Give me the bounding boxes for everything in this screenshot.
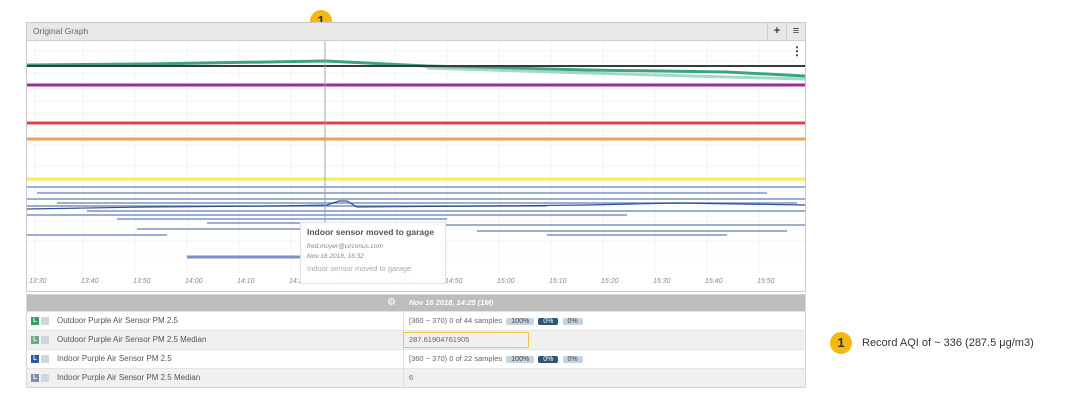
legend-row[interactable]: L Outdoor Purple Air Sensor PM 2.5 [360 … <box>27 311 805 330</box>
legend-series-name: Outdoor Purple Air Sensor PM 2.5 <box>57 316 178 325</box>
legend-series-value: [360 ~ 370) 0 of 22 samples 100% 0% 0% <box>409 354 583 363</box>
line-type-icon[interactable]: L <box>31 355 39 363</box>
x-tick-label: 15:40 <box>705 278 723 285</box>
toggle-icon[interactable] <box>41 336 49 344</box>
x-tick-label: 14:10 <box>237 278 255 285</box>
x-tick-label: 14:50 <box>445 278 463 285</box>
toggle-icon[interactable] <box>41 374 49 382</box>
legend-timestamp: Nov 16 2018, 14:25 (1M) <box>409 298 494 307</box>
x-tick-label: 14:2 <box>289 278 303 285</box>
percent-badge: 0% <box>562 318 583 325</box>
tooltip-date: Nov 16 2018, 16:32 <box>307 253 364 260</box>
percent-badge: 100% <box>506 318 535 325</box>
legend-table: ⚙ Nov 16 2018, 14:25 (1M) L Outdoor Purp… <box>26 294 806 388</box>
toggle-icon[interactable] <box>41 317 49 325</box>
annotation-tooltip: Indoor sensor moved to garage fred.moyer… <box>300 222 446 284</box>
indoor-sensor-trace <box>27 200 805 210</box>
x-tick-label: 14:00 <box>185 278 203 285</box>
percent-badge: 0% <box>538 356 559 363</box>
legend-series-name: Indoor Purple Air Sensor PM 2.5 <box>57 354 172 363</box>
indoor-sensor-lines <box>27 186 805 259</box>
line-type-icon[interactable]: L <box>31 317 39 325</box>
gear-icon[interactable]: ⚙ <box>387 297 396 308</box>
percent-badge: 0% <box>562 356 583 363</box>
percent-badge: 0% <box>538 318 559 325</box>
legend-series-value: 6 <box>409 373 414 382</box>
sample-range: [360 ~ 370) 0 of 22 samples <box>409 354 503 363</box>
x-tick-label: 13:30 <box>29 278 47 285</box>
chart-options-icon[interactable]: ⋮ <box>791 44 803 58</box>
x-tick-label: 15:50 <box>757 278 775 285</box>
highlight-box <box>403 332 529 348</box>
tooltip-body: Indoor sensor moved to garage <box>307 264 412 273</box>
toggle-icon[interactable] <box>41 355 49 363</box>
x-tick-label: 13:40 <box>81 278 99 285</box>
x-tick-label: 15:30 <box>653 278 671 285</box>
panel-header: Original Graph + ≡ <box>27 23 805 41</box>
x-tick-label: 15:00 <box>497 278 515 285</box>
outdoor-sensor-line <box>27 59 805 78</box>
x-tick-label: 15:10 <box>549 278 567 285</box>
legend-series-name: Indoor Purple Air Sensor PM 2.5 Median <box>57 373 201 382</box>
add-button[interactable]: + <box>767 23 786 40</box>
sample-range: [360 ~ 370) 0 of 44 samples <box>409 316 503 325</box>
line-type-icon[interactable]: L <box>31 374 39 382</box>
legend-row[interactable]: L Indoor Purple Air Sensor PM 2.5 Median… <box>27 368 805 387</box>
menu-icon[interactable]: ≡ <box>786 23 805 40</box>
annotation-note-text: Record AQI of ~ 336 (287.5 μg/m3) <box>862 337 1034 349</box>
percent-badge: 100% <box>506 356 535 363</box>
legend-series-value: [360 ~ 370) 0 of 44 samples 100% 0% 0% <box>409 316 583 325</box>
line-type-icon[interactable]: L <box>31 336 39 344</box>
tooltip-title: Indoor sensor moved to garage <box>307 227 435 237</box>
outdoor-sensor-band <box>426 66 805 81</box>
legend-series-name: Outdoor Purple Air Sensor PM 2.5 Median <box>57 335 207 344</box>
legend-series-value: 287.61904761905 <box>409 335 470 344</box>
legend-row[interactable]: L Indoor Purple Air Sensor PM 2.5 [360 ~… <box>27 349 805 368</box>
tooltip-author: fred.moyer@circonus.com <box>307 243 383 250</box>
panel-title: Original Graph <box>33 26 89 36</box>
line-chart[interactable]: 10 10 1 ⋮ 13:3013:4013:5014:0014:1014:21… <box>27 41 805 291</box>
x-tick-label: 13:50 <box>133 278 151 285</box>
x-tick-label: 15:20 <box>601 278 619 285</box>
legend-row[interactable]: L Outdoor Purple Air Sensor PM 2.5 Media… <box>27 330 805 349</box>
legend-header: ⚙ Nov 16 2018, 14:25 (1M) <box>27 295 805 311</box>
annotation-marker-1: 1 <box>830 332 852 354</box>
